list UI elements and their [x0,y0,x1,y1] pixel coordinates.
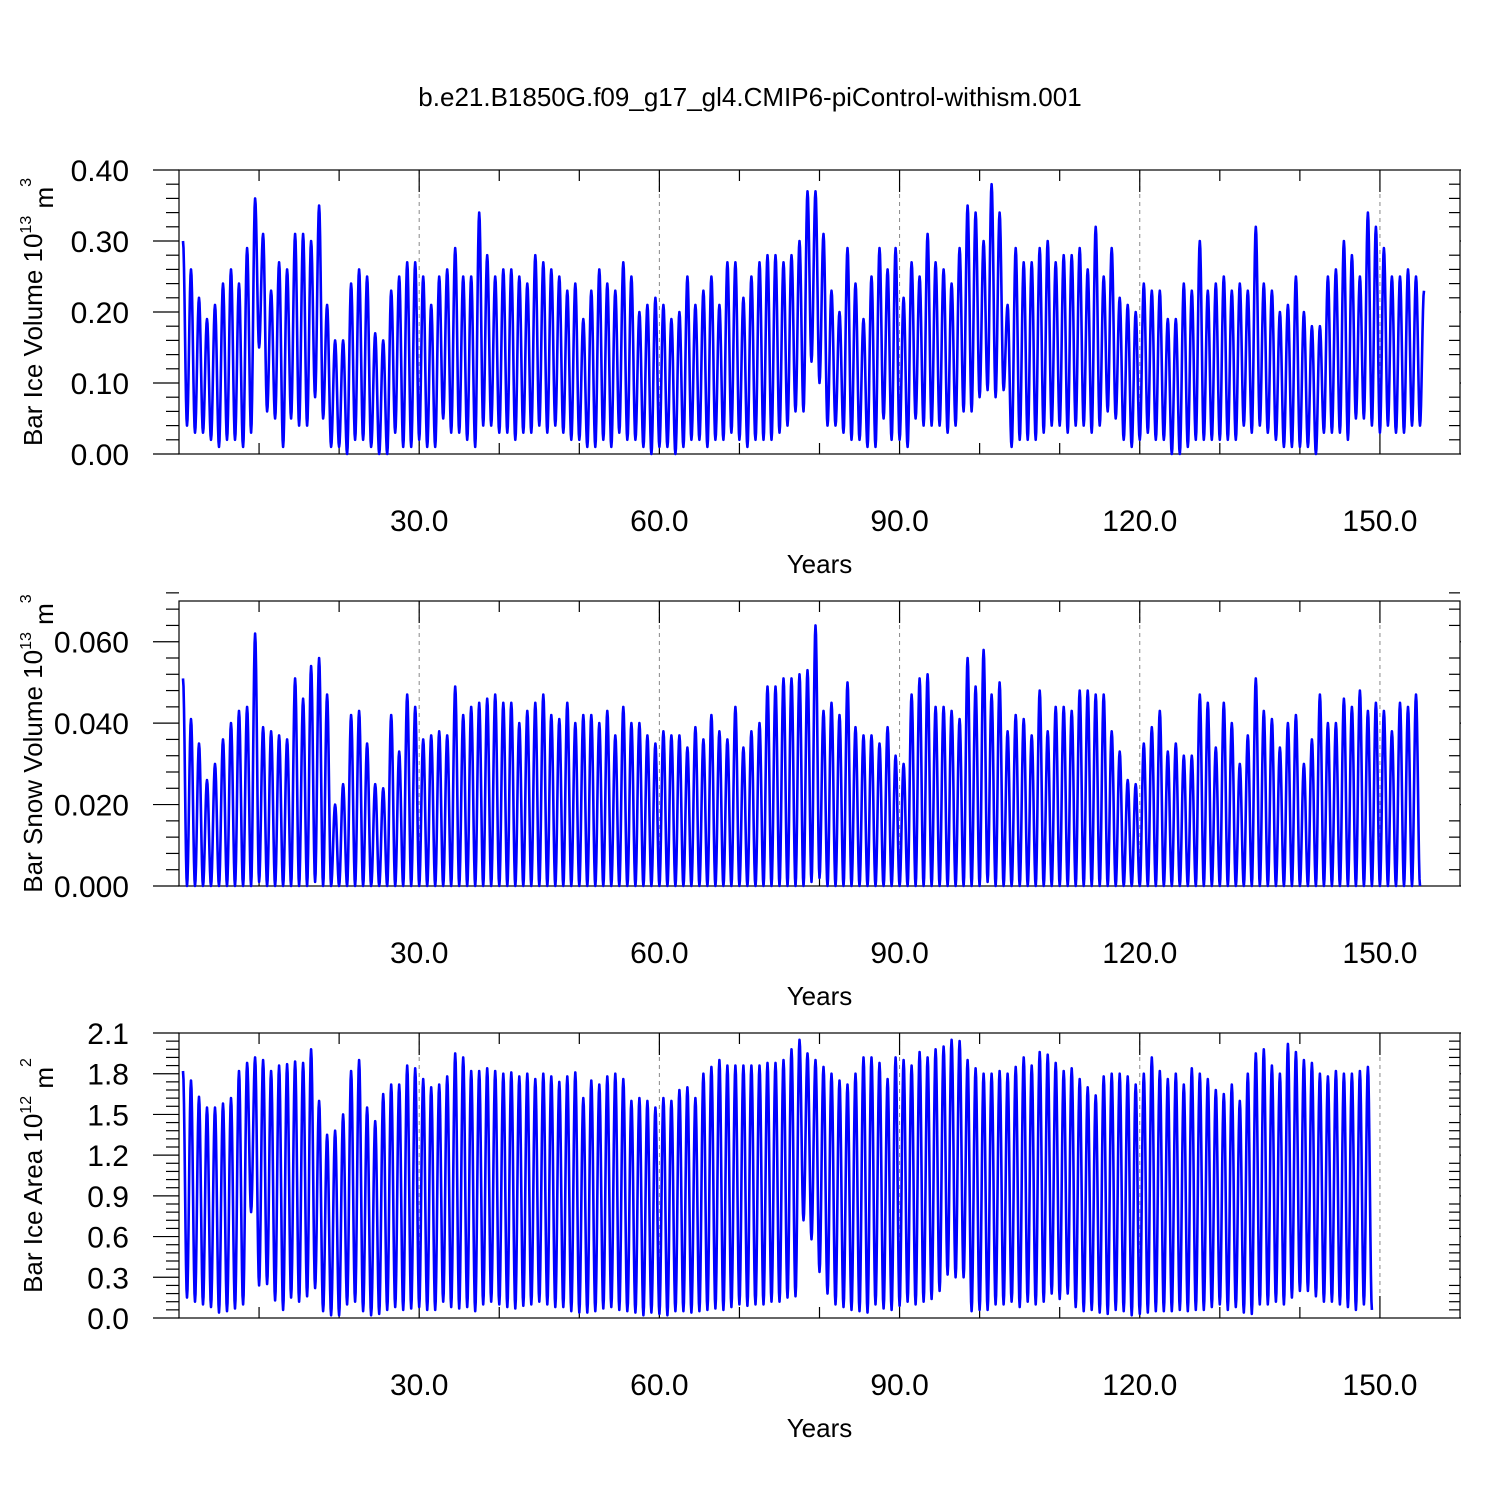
x-tick-label: 90.0 [870,505,928,538]
series-line [181,624,1422,888]
y-axis-title-unit: m [29,1067,59,1096]
y-tick-label: 1.2 [87,1140,129,1173]
y-tick-label: 1.5 [87,1099,129,1132]
y-axis-title: Bar Ice Volume 1013 m3 [18,178,59,446]
y-tick-label: 0.40 [71,155,129,188]
x-axis-title: Years [787,1413,853,1443]
x-tick-label: 30.0 [390,937,448,970]
y-axis-title-unit: m [29,187,59,216]
x-axis-title: Years [787,981,853,1011]
x-tick-label: 150.0 [1342,505,1417,538]
y-axis-title-text: Bar Snow Volume 10 [18,650,48,893]
y-tick-label: 2.1 [87,1018,129,1051]
y-tick-label: 0.3 [87,1262,129,1295]
y-axis-title: Bar Ice Area 1012 m2 [18,1058,59,1293]
y-axis-title-unit: m [29,603,59,632]
x-tick-label: 30.0 [390,505,448,538]
panels: 30.0 60.0 90.0 120.0 150.00.000.100.200.300.… [18,155,1461,1443]
x-axis-title: Years [787,549,853,579]
x-tick-label: 150.0 [1342,937,1417,970]
x-tick-label: 90.0 [870,1369,928,1402]
y-tick-label: 0.6 [87,1222,129,1255]
y-axis-title-exponent: 13 [18,216,35,234]
panel-2: 30.0 60.0 90.0 120.0 150.0 0.000 0.020 0.040 0.0… [18,592,1461,1011]
x-tick-label: 60.0 [630,937,688,970]
panel-1: 30.0 60.0 90.0 120.0 150.0 0.00 0.10 0.20 0.30 0.… [18,155,1461,579]
y-tick-label: 0.020 [54,790,129,823]
x-tick-label: 30.0 [390,1369,448,1402]
y-tick-label: 0.060 [54,627,129,660]
y-axis-title-unit-exponent: 3 [18,594,35,603]
y-tick-label: 0.040 [54,708,129,741]
y-axis-title-unit-exponent: 3 [18,178,35,187]
y-axis-title-text: Bar Ice Area 10 [18,1114,48,1293]
panel-3: 30.0 60.0 90.0 120.0 150.0 0.0 0.3 0.6 0.9 1.2 1.5… [18,1018,1461,1443]
series-line [181,1038,1374,1317]
x-tick-label: 60.0 [630,1369,688,1402]
series-line [181,182,1426,456]
y-axis-title-text: Bar Ice Volume 10 [18,234,48,446]
figure-title: b.e21.B1850G.f09_g17_gl4.CMIP6-piControl… [418,82,1081,112]
y-tick-label: 1.8 [87,1059,129,1092]
y-tick-label: 0.0 [87,1303,129,1336]
y-tick-label: 0.000 [54,871,129,904]
y-axis-title-exponent: 12 [18,1096,35,1114]
y-tick-label: 0.00 [71,439,129,472]
x-tick-label: 90.0 [870,937,928,970]
x-tick-label: 150.0 [1342,1369,1417,1402]
x-tick-label: 120.0 [1102,1369,1177,1402]
x-tick-label: 60.0 [630,505,688,538]
y-tick-label: 0.30 [71,226,129,259]
y-tick-label: 0.10 [71,368,129,401]
x-tick-label: 120.0 [1102,505,1177,538]
x-tick-label: 120.0 [1102,937,1177,970]
y-axis-title-unit-exponent: 2 [18,1058,35,1067]
y-tick-label: 0.20 [71,297,129,330]
y-axis-title-exponent: 13 [18,632,35,650]
y-tick-label: 0.9 [87,1181,129,1214]
y-axis-title: Bar Snow Volume 1013 m3 [18,594,59,893]
